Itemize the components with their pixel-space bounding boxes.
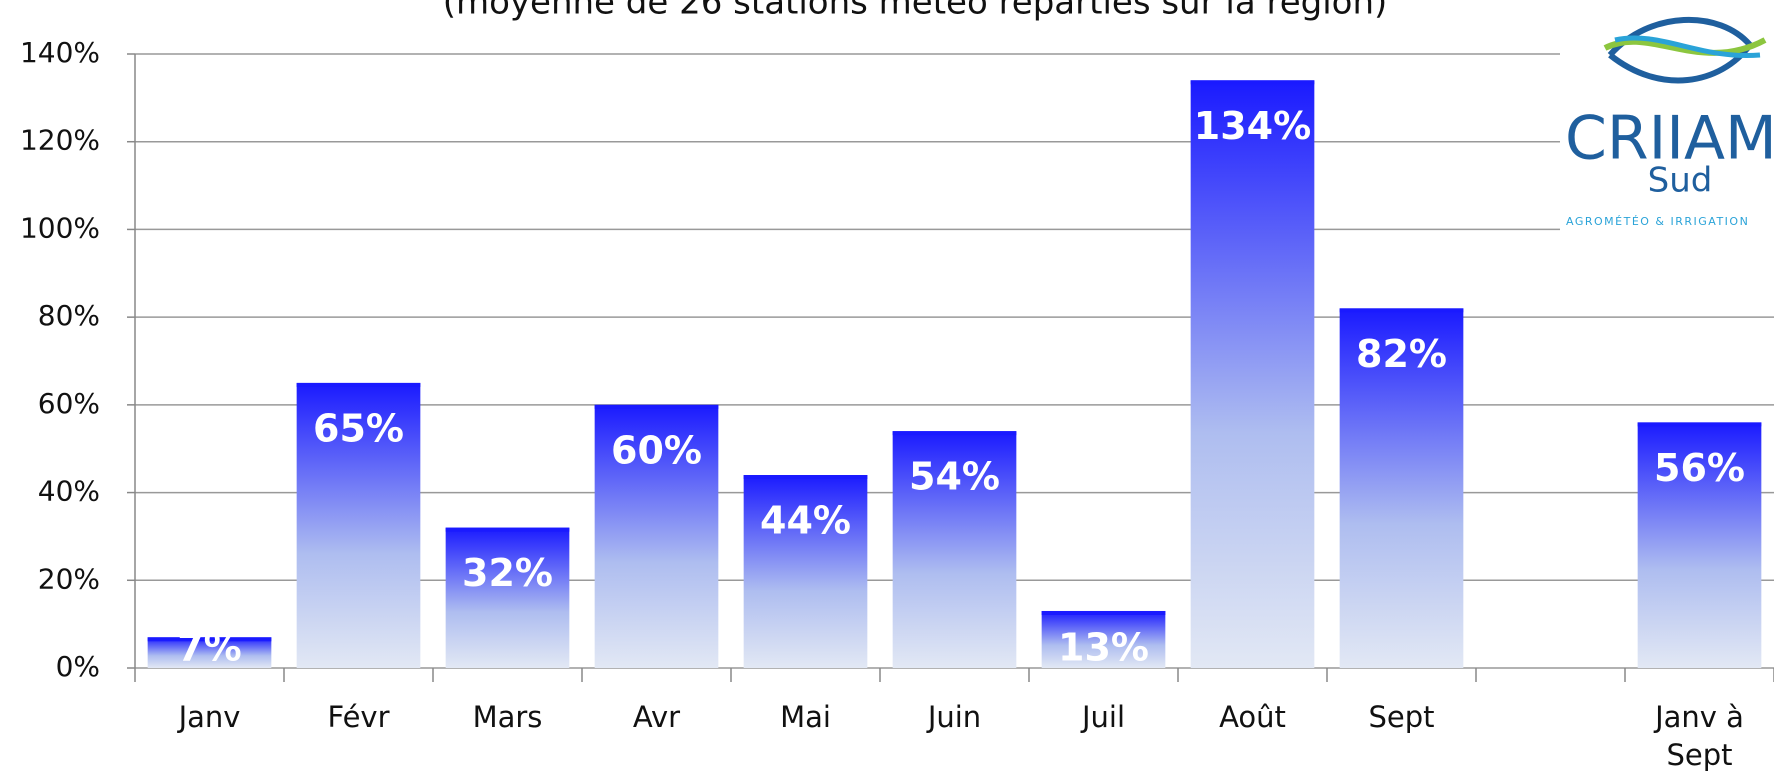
bar: [743, 475, 868, 668]
value-label: 134%: [1194, 104, 1311, 148]
x-tick-label: Janv: [178, 700, 241, 734]
value-label: 60%: [611, 428, 702, 472]
value-label: 65%: [313, 406, 404, 450]
chart-title: (moyenne de 26 stations météo réparties …: [443, 0, 1388, 23]
bar: [892, 431, 1017, 668]
x-tick-label: Avr: [632, 700, 681, 734]
y-tick-label: 120%: [20, 124, 100, 157]
x-tick-label: Juin: [927, 700, 982, 734]
bar-top: [594, 404, 719, 409]
value-label: 44%: [760, 499, 851, 543]
value-label: 56%: [1654, 446, 1745, 490]
x-tick-label: Janv à Sept: [1655, 700, 1744, 772]
bar-top: [296, 382, 421, 387]
bar: [594, 404, 719, 668]
bar: [296, 382, 421, 668]
logo-name: CRIIAM: [1565, 104, 1774, 174]
bar-top: [445, 527, 570, 532]
bar: [445, 527, 570, 668]
bar: [147, 637, 272, 668]
bar-top: [1041, 610, 1166, 615]
y-tick-label: 100%: [20, 211, 100, 244]
y-tick-label: 20%: [38, 562, 100, 595]
logo-wave: [1603, 37, 1767, 56]
bar: [1637, 422, 1762, 668]
logo-sub: Sud: [1648, 161, 1713, 201]
bar-top: [743, 475, 868, 480]
y-tick-label: 140%: [20, 36, 100, 69]
logo-tagline: AGROMÉTÉO & IRRIGATION: [1566, 215, 1749, 228]
bar-top: [1637, 422, 1762, 427]
y-tick-label: 0%: [56, 650, 100, 683]
bar-top: [1190, 80, 1315, 85]
y-tick-label: 60%: [38, 387, 100, 420]
bar: [1190, 80, 1315, 669]
value-label: 13%: [1058, 626, 1149, 670]
x-tick-label: Sept: [1368, 700, 1435, 734]
logo-wave: [1614, 35, 1761, 59]
x-tick-label: Mai: [780, 700, 831, 734]
value-label: 32%: [462, 551, 553, 595]
bar: [1041, 610, 1166, 668]
y-tick-label: 80%: [38, 299, 100, 332]
y-tick-label: 40%: [38, 475, 100, 508]
value-label: 7%: [177, 626, 242, 670]
value-label: 82%: [1356, 332, 1447, 376]
x-tick-label: Juil: [1081, 700, 1126, 734]
x-tick-label: Août: [1219, 700, 1286, 734]
bar-top: [1339, 308, 1464, 313]
x-tick-label: Mars: [472, 700, 543, 734]
value-label: 54%: [909, 455, 1000, 499]
bar-top: [892, 431, 1017, 436]
bar-top: [147, 637, 272, 642]
x-tick-label: Févr: [327, 700, 390, 734]
bar: [1339, 308, 1464, 668]
